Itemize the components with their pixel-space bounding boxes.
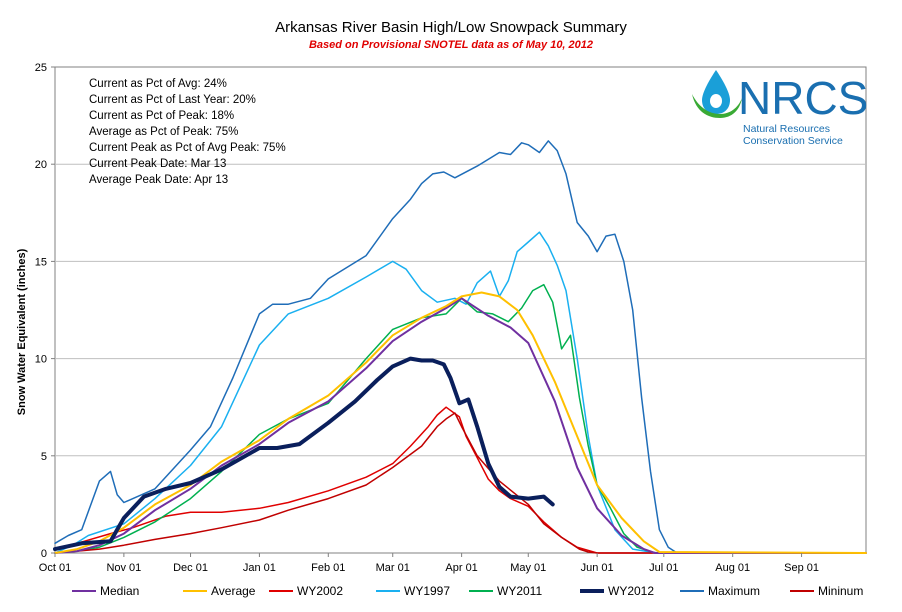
logo-letters: NRCS (738, 72, 868, 124)
y-axis-ticks: 0 5 10 15 20 25 (35, 62, 55, 560)
x-tick-label: Oct 01 (39, 562, 71, 574)
chart-title: Arkansas River Basin High/Low Snowpack S… (275, 19, 627, 36)
series-line-average (54, 291, 867, 554)
leaf-swoosh-icon (692, 94, 742, 118)
stat-line: Average Peak Date: Apr 13 (89, 174, 228, 186)
y-axis-label: Snow Water Equivalent (inches) (16, 248, 28, 415)
legend-label-average: Average (211, 584, 256, 598)
legend-label-wy1997: WY1997 (404, 584, 450, 598)
stat-line: Current Peak as Pct of Avg Peak: 75% (89, 142, 286, 154)
x-tick-label: Sep 01 (784, 562, 819, 574)
x-tick-label: Mar 01 (376, 562, 410, 574)
x-tick-label: Apr 01 (445, 562, 477, 574)
stat-line: Current as Pct of Avg: 24% (89, 78, 227, 90)
x-tick-label: Jan 01 (243, 562, 276, 574)
legend-label-median: Median (100, 584, 139, 598)
water-drop-icon (702, 70, 730, 114)
series-line-maximum (54, 140, 867, 554)
series-line-wy1997 (54, 231, 867, 554)
legend-label-wy2002: WY2002 (297, 584, 343, 598)
series-line-mininum (54, 412, 867, 554)
y-tick-label: 15 (35, 256, 47, 268)
x-tick-label: May 01 (510, 562, 546, 574)
series-line-median (54, 297, 867, 554)
drop-highlight (710, 94, 722, 108)
legend-label-maximum: Maximum (708, 584, 760, 598)
legend-label-mininum: Mininum (818, 584, 863, 598)
legend-label-wy2011: WY2011 (497, 584, 542, 598)
y-tick-label: 25 (35, 62, 47, 74)
x-tick-label: Jul 01 (649, 562, 678, 574)
plot-border (54, 66, 867, 554)
y-tick-label: 0 (41, 548, 47, 560)
logo-subtitle-1: Natural Resources (743, 123, 830, 135)
y-tick-label: 5 (41, 451, 47, 463)
x-axis-ticks: Oct 01 Nov 01 Dec 01 Jan 01 Feb 01 Mar 01 Apr … (39, 553, 819, 574)
series-layer (53, 140, 867, 554)
stat-line: Average as Pct of Peak: 75% (89, 126, 238, 138)
stats-block: Current as Pct of Avg: 24% Current as Pct… (89, 78, 286, 186)
stat-line: Current as Pct of Last Year: 20% (89, 94, 256, 106)
x-tick-label: Aug 01 (715, 562, 750, 574)
x-tick-label: Jun 01 (581, 562, 614, 574)
gridlines (55, 163, 866, 457)
plot-area (54, 66, 867, 554)
nrcs-logo: NRCS Natural Resources Conservation Serv… (692, 70, 868, 147)
legend: Median Average WY2002 WY1997 WY2011 WY2012 Max… (72, 584, 863, 598)
stat-line: Current Peak Date: Mar 13 (89, 158, 226, 170)
logo-subtitle-2: Conservation Service (743, 135, 843, 147)
legend-label-wy2012: WY2012 (608, 584, 654, 598)
stat-line: Current as Pct of Peak: 18% (89, 110, 234, 122)
series-line-wy2012 (53, 356, 555, 552)
y-tick-label: 10 (35, 354, 47, 366)
x-tick-label: Feb 01 (311, 562, 345, 574)
x-tick-label: Dec 01 (173, 562, 208, 574)
y-tick-label: 20 (35, 159, 47, 171)
chart-subtitle: Based on Provisional SNOTEL data as of M… (309, 39, 593, 51)
x-tick-label: Nov 01 (106, 562, 141, 574)
